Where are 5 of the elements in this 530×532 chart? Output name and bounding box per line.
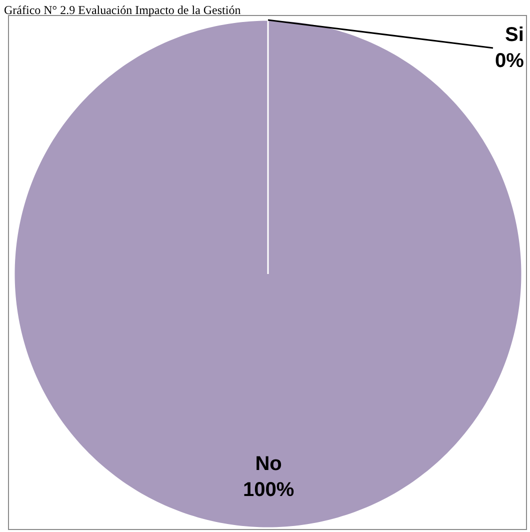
slice-label: No [255,453,282,475]
text: 0% [495,50,524,72]
data-label: 100% [243,479,294,501]
category-label: Si [505,24,524,46]
chart-title: Gráfico N° 2.9 Evaluación Impacto de la Gestión [4,3,241,17]
